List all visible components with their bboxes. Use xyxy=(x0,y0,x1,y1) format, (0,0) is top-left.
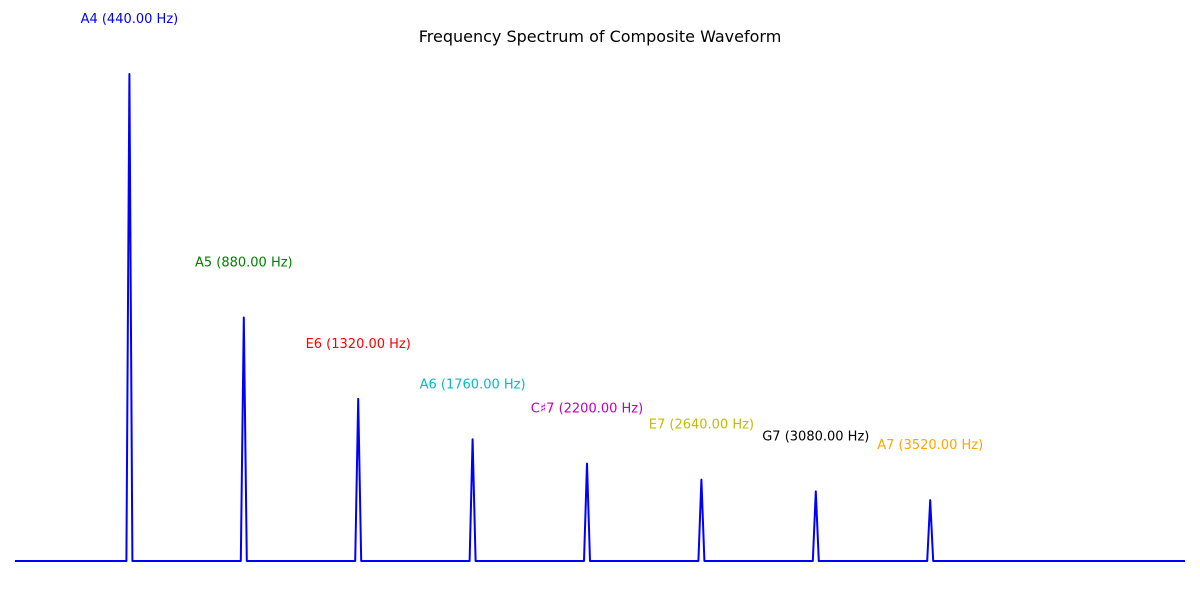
peak-label-1: A5 (880.00 Hz) xyxy=(195,256,293,271)
peak-label-5: E7 (2640.00 Hz) xyxy=(649,418,754,433)
peak-label-7: A7 (3520.00 Hz) xyxy=(877,438,983,453)
peak-label-6: G7 (3080.00 Hz) xyxy=(762,429,869,444)
peak-label-2: E6 (1320.00 Hz) xyxy=(306,337,411,352)
peak-label-4: C♯7 (2200.00 Hz) xyxy=(531,402,643,417)
spectrum-line xyxy=(15,73,1185,562)
peak-label-0: A4 (440.00 Hz) xyxy=(81,12,179,27)
peak-label-3: A6 (1760.00 Hz) xyxy=(420,377,526,392)
peak-label-layer: A4 (440.00 Hz) A5 (880.00 Hz) E6 (1320.00 … xyxy=(81,12,984,453)
chart-title: Frequency Spectrum of Composite Waveform xyxy=(419,27,782,46)
spectrum-layer xyxy=(15,73,1185,562)
